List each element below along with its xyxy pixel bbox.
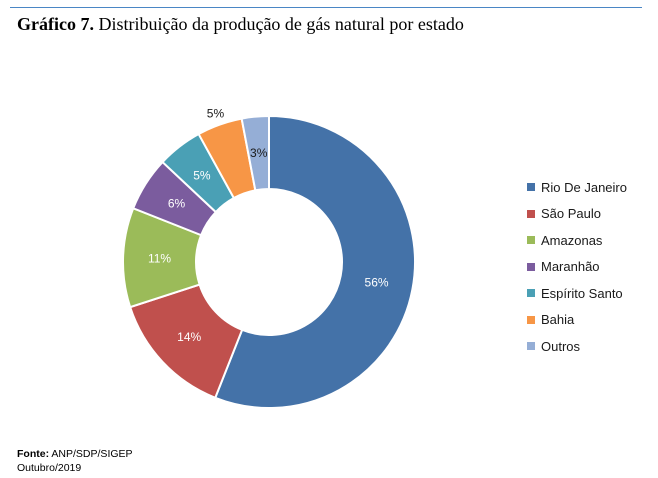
legend-item-maranhao: Maranhão: [527, 254, 627, 281]
data-label-outros: 3%: [250, 146, 268, 160]
legend-swatch: [527, 262, 535, 271]
legend-label: São Paulo: [541, 206, 601, 222]
legend-swatch: [527, 209, 535, 218]
top-rule: [10, 7, 642, 8]
caption-label: Gráfico 7.: [17, 14, 94, 34]
legend-label: Rio De Janeiro: [541, 179, 627, 195]
data-label-espirito-santo: 5%: [193, 168, 211, 182]
chart-legend: Rio De Janeiro São Paulo Amazonas Maranhão E…: [527, 174, 627, 360]
data-label-rio-de-janeiro: 56%: [365, 276, 389, 290]
legend-swatch: [527, 289, 535, 298]
legend-item-sao-paulo: São Paulo: [527, 201, 627, 228]
caption-text: Distribuição da produção de gás natural …: [98, 14, 464, 34]
legend-label: Espírito Santo: [541, 285, 623, 301]
data-label-sao-paulo: 14%: [177, 330, 201, 344]
legend-item-outros: Outros: [527, 333, 627, 360]
source-date: Outubro/2019: [17, 462, 82, 474]
slice-rio-de-janeiro: [213, 114, 416, 409]
legend-label: Outros: [541, 338, 581, 354]
legend-item-amazonas: Amazonas: [527, 227, 627, 254]
source-label: Fonte:: [17, 448, 50, 460]
data-label-maranhao: 6%: [168, 196, 186, 210]
legend-label: Amazonas: [541, 232, 603, 248]
legend-item-bahia: Bahia: [527, 307, 627, 334]
legend-swatch: [527, 315, 535, 324]
legend-swatch: [527, 236, 535, 245]
chart-caption: Gráfico 7. Distribuição da produção de g…: [17, 14, 464, 35]
legend-item-espirito-santo: Espírito Santo: [527, 280, 627, 307]
source-text: ANP/SDP/SIGEP: [51, 448, 133, 460]
data-label-amazonas: 11%: [148, 252, 171, 266]
legend-label: Maranhão: [541, 259, 600, 275]
data-label-bahia: 5%: [207, 106, 225, 120]
source-note: Fonte: ANP/SDP/SIGEP Outubro/2019: [17, 447, 133, 475]
slice-outros: [240, 114, 270, 192]
legend-label: Bahia: [541, 312, 575, 328]
legend-swatch: [527, 342, 535, 351]
legend-item-rio-de-janeiro: Rio De Janeiro: [527, 174, 627, 201]
legend-swatch: [527, 183, 535, 192]
